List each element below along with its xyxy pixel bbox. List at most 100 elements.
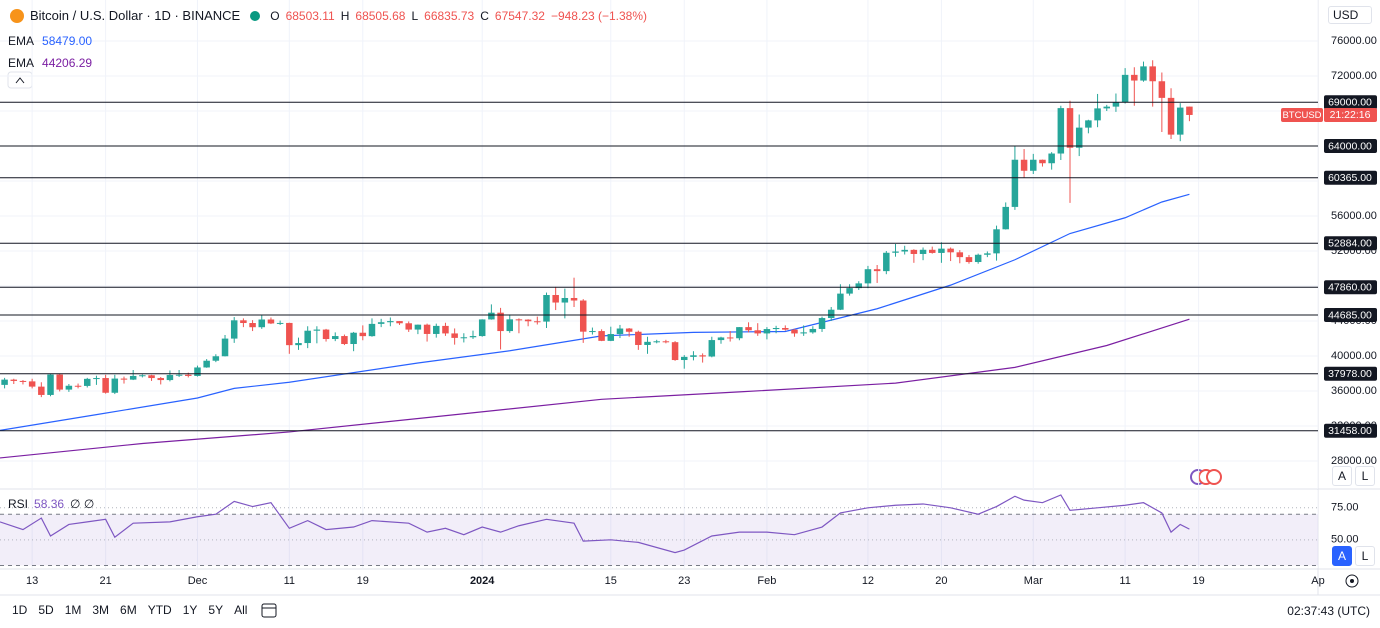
candle-body bbox=[221, 338, 229, 357]
candle-body bbox=[139, 375, 146, 377]
candle-body bbox=[524, 319, 532, 322]
ohlc-key: L bbox=[411, 8, 419, 23]
candle-body bbox=[433, 325, 440, 334]
flags bbox=[1190, 469, 1222, 485]
range-button[interactable]: 5D bbox=[38, 603, 54, 617]
auto-scale-button[interactable]: A bbox=[1332, 466, 1352, 486]
candle-body bbox=[350, 332, 357, 345]
candle-body bbox=[194, 367, 201, 376]
candle-body bbox=[157, 378, 164, 381]
x-tick-label: 19 bbox=[357, 575, 369, 587]
ohlc: O 68503.11 H 68505.68 L 66835.73 C 67547.32 bbox=[270, 9, 545, 23]
candle-body bbox=[827, 309, 835, 319]
candle-body bbox=[120, 378, 128, 380]
event-flag[interactable] bbox=[1206, 469, 1222, 485]
range-button[interactable]: 5Y bbox=[208, 603, 224, 617]
candle-body bbox=[322, 329, 330, 340]
candle-body bbox=[745, 327, 752, 331]
log-scale-button[interactable]: L bbox=[1355, 546, 1375, 566]
candle-body bbox=[1121, 74, 1129, 103]
ema-line bbox=[0, 193, 1190, 431]
candle-body bbox=[635, 331, 642, 345]
candle-body bbox=[166, 374, 174, 381]
range-bar: 1D 5D 1M 3M 6M YTD 1Y 5Y All bbox=[12, 603, 247, 617]
candle-body bbox=[662, 341, 670, 343]
price-pane bbox=[0, 0, 1318, 489]
y-tick-label: 76000.00 bbox=[1331, 35, 1377, 47]
level-label: 69000.00 bbox=[1328, 97, 1372, 109]
level-label: 37978.00 bbox=[1328, 368, 1372, 380]
candle-body bbox=[129, 375, 137, 380]
candle-body bbox=[1085, 120, 1092, 128]
x-tick-label: 2024 bbox=[470, 575, 495, 587]
ohlc-value: 68505.68 bbox=[355, 8, 406, 23]
candle-body bbox=[699, 355, 706, 357]
candle-body bbox=[65, 385, 73, 390]
candle-body bbox=[938, 248, 945, 253]
candle-body bbox=[956, 252, 964, 258]
candle-body bbox=[47, 374, 54, 395]
candle-body bbox=[561, 297, 569, 303]
x-tick-label: Dec bbox=[188, 575, 208, 587]
range-button[interactable]: 1M bbox=[64, 603, 82, 617]
change: −948.23 (−1.38%) bbox=[550, 8, 648, 23]
candle-body bbox=[625, 328, 633, 332]
candle-body bbox=[102, 378, 109, 393]
price-tag-symbol: BTCUSD bbox=[1282, 110, 1321, 121]
x-tick-label: 11 bbox=[284, 575, 295, 587]
rsi-title: RSI bbox=[8, 497, 29, 511]
candle-body bbox=[993, 229, 1000, 254]
candle-body bbox=[892, 251, 899, 253]
candle-body bbox=[910, 249, 918, 254]
candle-body bbox=[286, 322, 293, 346]
candle-body bbox=[681, 356, 688, 361]
candle-body bbox=[38, 386, 45, 395]
ema-legend: EMA 58479.00 bbox=[8, 30, 92, 52]
collapse-button[interactable] bbox=[7, 71, 33, 89]
candle-body bbox=[772, 327, 780, 330]
level-label-box bbox=[1324, 308, 1377, 323]
rsi-line bbox=[0, 494, 1190, 554]
level-label-box bbox=[1324, 139, 1377, 154]
candle-body bbox=[10, 379, 18, 381]
x-tick-label: 11 bbox=[1119, 575, 1130, 587]
candle-body bbox=[74, 385, 82, 387]
x-tick-label: 12 bbox=[862, 575, 874, 587]
range-button[interactable]: 1Y bbox=[182, 603, 198, 617]
ema-value: 44206.29 bbox=[42, 56, 93, 70]
candle-body bbox=[846, 288, 853, 294]
rsi-tick-label: 75.00 bbox=[1331, 502, 1359, 514]
rsi-extra: ∅ ∅ bbox=[70, 497, 95, 511]
range-button[interactable]: 3M bbox=[92, 603, 110, 617]
candle-body bbox=[93, 378, 100, 380]
range-button[interactable]: 1D bbox=[12, 603, 28, 617]
candle-body bbox=[589, 331, 596, 333]
candle-body bbox=[1186, 106, 1193, 115]
range-button[interactable]: All bbox=[234, 603, 248, 617]
calendar-icon[interactable] bbox=[261, 603, 277, 618]
x-tick-label: 19 bbox=[1192, 575, 1204, 587]
candle-body bbox=[56, 374, 63, 390]
candle-body bbox=[928, 249, 936, 253]
candle-body bbox=[671, 342, 679, 361]
candle-body bbox=[258, 319, 266, 328]
candle-body bbox=[212, 356, 220, 361]
coin-icon bbox=[10, 8, 24, 23]
candle-body bbox=[726, 337, 734, 339]
currency[interactable]: USD bbox=[1328, 6, 1372, 24]
candle-body bbox=[488, 312, 495, 320]
auto-scale-button[interactable]: A bbox=[1332, 546, 1352, 566]
candle-body bbox=[708, 340, 716, 357]
x-tick-label: 13 bbox=[26, 575, 38, 587]
settings-icon[interactable] bbox=[1345, 574, 1359, 588]
candle-body bbox=[1075, 127, 1083, 148]
candle-body bbox=[1048, 153, 1055, 164]
log-scale-button[interactable]: L bbox=[1355, 466, 1375, 486]
range-button[interactable]: YTD bbox=[147, 603, 172, 617]
candle-body bbox=[230, 320, 238, 339]
clock: 02:37:43 (UTC) bbox=[1287, 604, 1370, 618]
range-button[interactable]: 6M bbox=[120, 603, 137, 617]
candle-body bbox=[249, 323, 256, 328]
candle-body bbox=[387, 321, 394, 323]
candle-body bbox=[1002, 206, 1009, 230]
